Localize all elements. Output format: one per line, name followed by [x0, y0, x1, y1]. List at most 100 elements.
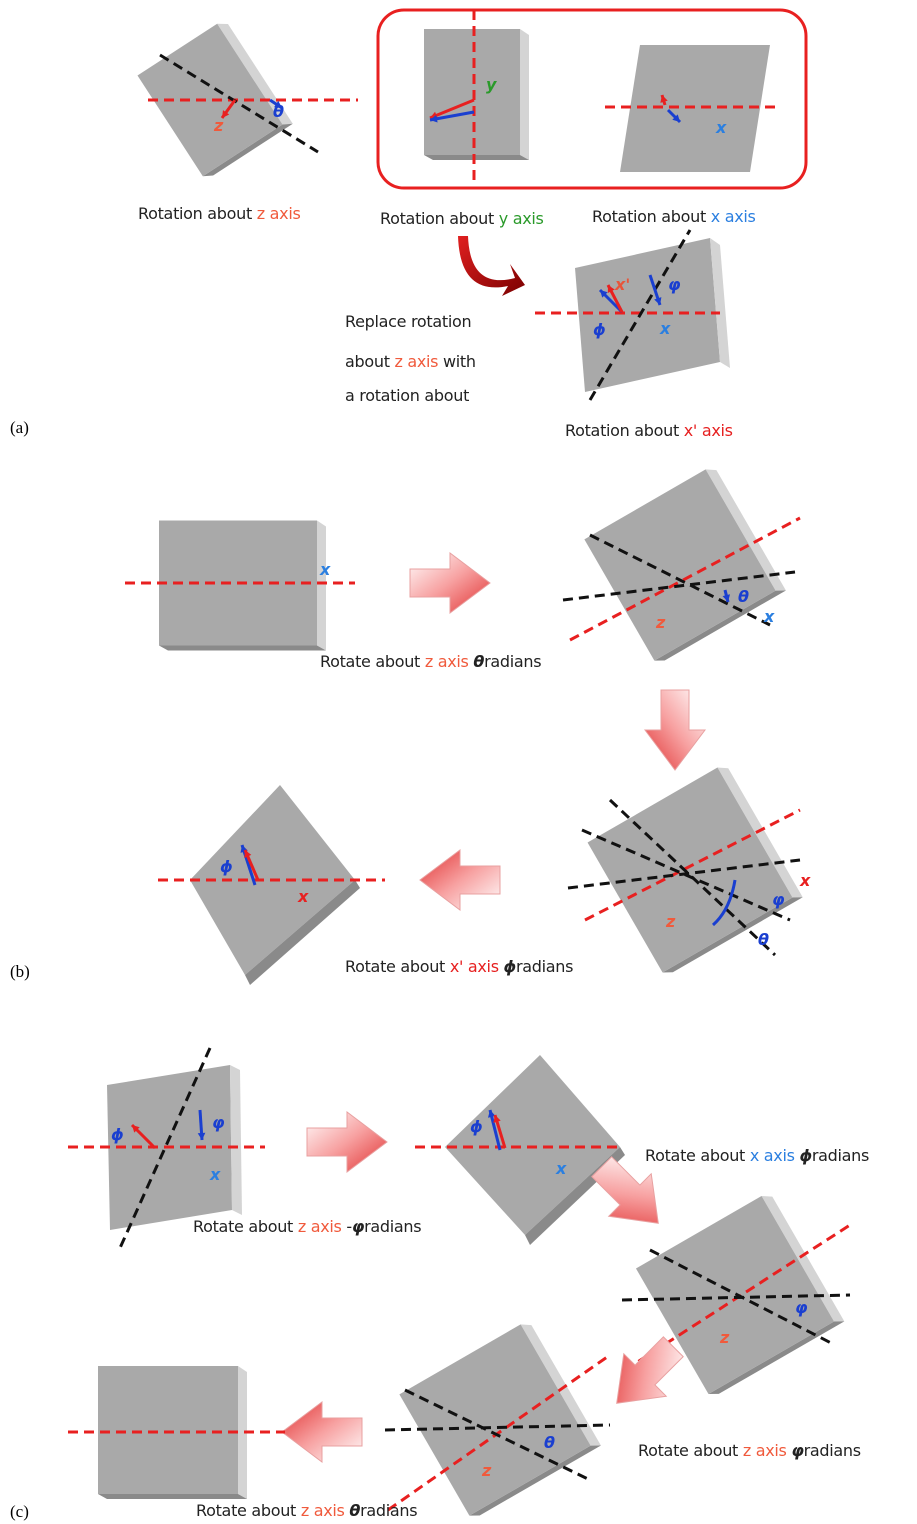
plate-edge — [708, 1321, 845, 1395]
caption-part: x axis — [749, 1146, 795, 1165]
plate-edge — [202, 123, 293, 177]
caption-part: with — [438, 352, 476, 371]
block-arrow — [419, 849, 501, 911]
symbol-label: x — [715, 118, 727, 137]
caption-part: θ — [473, 652, 485, 671]
plate — [587, 767, 803, 973]
symbol-label: x — [799, 871, 811, 890]
plate-face — [424, 29, 520, 155]
axis-line — [404, 1388, 591, 1482]
symbol-label: x — [209, 1165, 221, 1184]
vector-head — [487, 1110, 496, 1118]
caption-part: ϕ — [799, 1146, 812, 1165]
block-arrow — [644, 689, 706, 771]
caption-part: Rotation about — [592, 207, 711, 226]
caption-part: z axis — [256, 204, 301, 223]
plate-side — [230, 1065, 242, 1215]
plate — [98, 1366, 247, 1499]
caption-part: Replace rotation — [345, 312, 472, 331]
plate-side — [710, 238, 730, 368]
symbol-label: φ — [668, 275, 681, 294]
symbol-label: z — [665, 912, 676, 931]
block-arrow — [306, 1111, 388, 1173]
vector-head — [197, 1132, 206, 1140]
axis-line — [621, 1293, 851, 1302]
plate-side — [520, 1324, 601, 1446]
axis-line — [387, 1353, 611, 1512]
block-arrow-shape — [306, 1111, 388, 1173]
block-arrow — [616, 1336, 684, 1404]
plate-face — [399, 1324, 591, 1516]
axis-line — [118, 1047, 212, 1249]
block-arrow-shape — [409, 552, 491, 614]
plate-edge — [245, 880, 360, 985]
panel-label: (a) — [10, 418, 29, 437]
caption-part: x' axis — [449, 957, 499, 976]
plate-side — [317, 520, 326, 651]
vector-head — [430, 114, 438, 123]
plate-side — [717, 767, 803, 898]
note-line: a rotation about — [345, 386, 469, 405]
symbol-label: z — [655, 613, 666, 632]
plate-edge — [98, 1494, 247, 1499]
block-arrow — [591, 1156, 659, 1224]
axis-line — [384, 1423, 611, 1432]
caption-part: Rotation about — [380, 209, 499, 228]
caption: Rotate about z axis θradians — [320, 652, 542, 671]
block-arrow-shape — [281, 1401, 363, 1463]
vector-head — [722, 594, 731, 602]
caption-part: φ — [351, 1217, 365, 1236]
caption: Rotation about x' axis — [565, 421, 733, 440]
vector-head — [493, 1115, 501, 1123]
caption-part: radians — [364, 1217, 422, 1236]
symbol-label: x — [659, 319, 671, 338]
vector-head — [132, 1125, 140, 1133]
block-arrow-shape — [644, 689, 706, 771]
vector-head — [660, 95, 668, 103]
symbol-label: θ — [273, 102, 284, 121]
symbol-label: ϕ — [111, 1125, 124, 1144]
symbol-label: ϕ — [593, 320, 606, 339]
turn-arrow — [458, 236, 525, 296]
caption: Rotation about y axis — [380, 209, 544, 228]
plate-face — [575, 238, 720, 392]
vector-head — [600, 290, 608, 298]
caption-part: Rotate about — [196, 1501, 301, 1520]
symbol-label: θ — [738, 587, 749, 606]
caption-part: Rotate about — [638, 1441, 743, 1460]
symbol-label: x — [297, 887, 309, 906]
symbol-label: φ — [212, 1113, 225, 1132]
axis-line — [567, 858, 801, 890]
caption-part: radians — [360, 1501, 418, 1520]
caption-part: radians — [811, 1146, 870, 1165]
caption-part: - — [341, 1217, 352, 1236]
caption-part: radians — [516, 957, 574, 976]
caption-part: Rotation about — [565, 421, 684, 440]
plate-edge — [159, 645, 326, 651]
vector-head — [607, 285, 615, 293]
vector-head — [672, 114, 680, 122]
caption-part: Rotate about — [193, 1217, 298, 1236]
axis-line — [589, 533, 771, 627]
plate-side — [217, 23, 293, 125]
symbol-label: ϕ — [220, 857, 233, 876]
plate — [159, 520, 326, 651]
axis-line — [584, 808, 801, 922]
symbol-label: x — [763, 607, 775, 626]
angle-arc — [711, 879, 737, 927]
caption-part: x' axis — [683, 421, 733, 440]
caption-part: Rotation about — [138, 204, 257, 223]
note-line: Replace rotation — [345, 312, 472, 331]
block-arrow — [281, 1401, 363, 1463]
symbol-label: z — [719, 1328, 730, 1347]
block-arrow-shape — [419, 849, 501, 911]
caption: Rotate about z axis θradians — [196, 1501, 418, 1520]
caption-part: z axis — [297, 1217, 342, 1236]
plate — [584, 469, 786, 661]
caption-part: z axis — [742, 1441, 787, 1460]
plate-side — [761, 1195, 845, 1322]
caption: Rotate about x' axis ϕradians — [345, 957, 573, 976]
symbol-label: x — [319, 560, 331, 579]
